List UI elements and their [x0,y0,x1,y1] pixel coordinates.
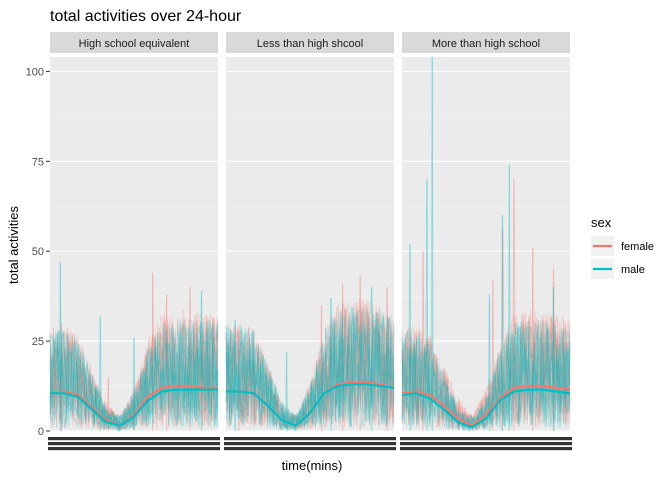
raw-trace [225,305,395,430]
facet-panel: Less than high shcool [224,32,396,451]
chart-title: total activities over 24-hour [50,8,242,25]
raw-trace [401,316,571,432]
raw-trace [401,314,571,430]
legend-title: sex [591,215,612,230]
raw-trace [401,229,571,431]
raw-trace [49,314,219,431]
facet-panel: High school equivalent [48,32,220,451]
raw-traces-female [401,179,571,432]
raw-traces-male [401,56,571,432]
raw-trace [401,287,571,432]
raw-trace [401,56,571,432]
raw-trace [49,287,219,430]
raw-trace [225,303,395,431]
legend: sex female male [591,215,654,279]
raw-trace [225,300,395,430]
y-tick-label: 75 [32,156,44,168]
x-tick-label-band [400,442,572,446]
raw-trace [401,215,571,432]
raw-trace [225,297,395,432]
legend-label-female: female [621,241,654,253]
y-tick-label: 25 [32,336,44,348]
y-tick-label: 100 [26,66,44,78]
x-tick-label-band [400,447,572,451]
raw-trace [401,247,571,428]
raw-trace [225,283,395,430]
raw-trace [49,316,219,430]
panel-background [402,57,570,431]
facet-strip-label: More than high school [432,38,540,50]
raw-trace [49,309,219,432]
raw-trace [225,306,395,431]
y-tick-label: 0 [38,426,44,438]
panel-background [226,57,394,431]
raw-trace [401,321,571,431]
raw-trace [225,302,395,431]
raw-trace [225,287,395,431]
raw-trace [225,302,395,431]
facet-panel: More than high school [400,32,572,451]
y-tick-label: 50 [32,246,44,258]
raw-trace [401,294,571,431]
x-tick-label-band [224,447,396,451]
x-tick-label-band [224,442,396,446]
raw-trace [49,319,219,432]
raw-trace [49,294,219,430]
raw-trace [401,179,571,431]
facets-layer: High school equivalent Less than high shc… [48,32,572,451]
raw-trace [401,243,571,431]
raw-trace [401,279,571,431]
raw-traces-female [49,272,219,432]
raw-trace [49,261,219,432]
raw-trace [225,303,395,431]
raw-trace [49,319,219,432]
raw-trace [401,251,571,431]
raw-trace [225,276,395,428]
raw-trace [49,315,219,431]
y-axis-title: total activities [6,205,21,284]
facet-strip [402,32,570,53]
x-tick-label-band [48,447,220,451]
x-tick-labels [48,437,220,451]
raw-trace [225,287,395,430]
y-axis: 0 25 50 75 100 [26,66,50,438]
x-tick-label-band [400,437,572,441]
smooth-line-male [50,388,218,427]
raw-trace [225,305,395,431]
raw-trace [49,272,219,431]
raw-trace [49,317,219,431]
raw-trace [225,309,395,432]
raw-trace [401,309,571,431]
raw-trace [225,306,395,430]
raw-traces-male [49,261,219,432]
raw-trace [49,313,219,432]
facet-strip-label: High school equivalent [79,38,190,50]
x-tick-label-band [224,437,396,441]
raw-trace [49,322,219,430]
raw-trace [401,321,571,432]
raw-trace [401,313,571,432]
smooth-line-female [49,384,218,427]
facet-strip-label: Less than high shcool [257,38,363,50]
raw-trace [401,179,571,429]
raw-trace [49,313,219,430]
raw-trace [49,319,219,430]
smooth-line-male [226,383,395,427]
x-tick-label-band [48,437,220,441]
x-tick-labels [224,437,396,451]
x-tick-labels [400,437,572,451]
raw-trace [49,321,219,431]
smooth-line-male [401,388,571,429]
panel-background [50,57,218,431]
facet-strip [226,32,394,53]
x-axis-title: time(mins) [282,458,343,473]
x-tick-label-band [48,442,220,446]
smooth-line-female [401,384,571,427]
raw-trace [225,305,395,431]
raw-traces-female [225,276,395,431]
legend-label-male: male [621,264,645,276]
facet-strip [50,32,218,53]
